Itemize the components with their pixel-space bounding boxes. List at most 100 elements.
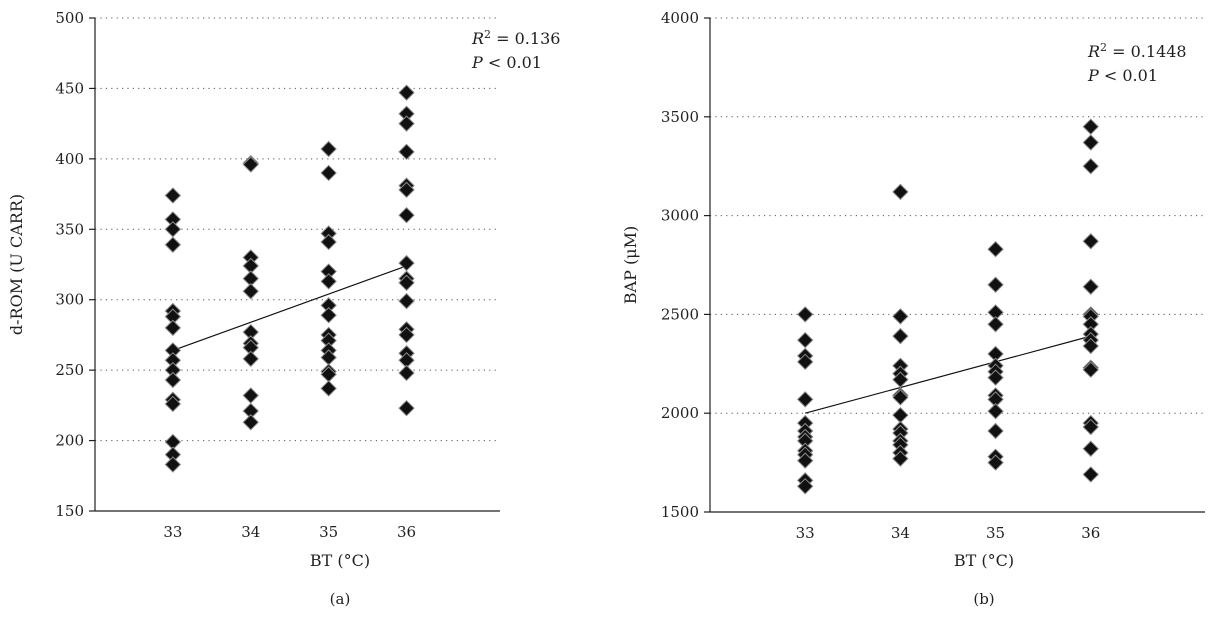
data-point [1082, 233, 1099, 250]
data-point [164, 221, 182, 238]
data-point [987, 240, 1004, 258]
data-point [320, 307, 337, 324]
data-point [987, 403, 1004, 420]
data-point [796, 353, 814, 371]
data-point [242, 156, 259, 173]
data-point [398, 364, 415, 382]
data-point [398, 181, 415, 199]
y-axis-title: d-ROM (U CARR) [7, 194, 26, 335]
y-tick-label: 2000 [661, 404, 699, 422]
data-point [1082, 418, 1099, 436]
x-axis-title: BT (°C) [310, 551, 370, 570]
data-point [892, 389, 909, 406]
data-point [1082, 157, 1099, 175]
x-tick-label: 35 [319, 523, 338, 541]
y-tick-label: 250 [55, 361, 84, 379]
r-squared-exponent: 2 [1100, 41, 1107, 54]
chart-panel-b: 1500 2000 2500 3000 3500 4000 33 34 35 36 BT (°C)… [621, 9, 1205, 608]
data-point [796, 331, 814, 349]
r-squared-annotation: R2 = 0.1448 [1087, 41, 1187, 62]
data-point [398, 115, 415, 132]
y-tick-label: 350 [55, 220, 84, 238]
data-point [398, 206, 415, 224]
y-tick-label: 3500 [661, 108, 699, 126]
r-squared-value: = 0.136 [491, 29, 560, 48]
x-tick-label: 33 [796, 524, 815, 542]
x-tick-label: 35 [986, 524, 1005, 542]
data-point [987, 316, 1004, 333]
data-point [1082, 118, 1099, 135]
data-point [320, 233, 337, 251]
y-tick-label: 200 [55, 432, 84, 450]
data-point [320, 273, 337, 290]
r-symbol: R [471, 29, 484, 48]
data-point [1082, 466, 1099, 483]
data-point [164, 371, 182, 389]
data-point [1082, 361, 1099, 378]
data-point [320, 140, 337, 158]
y-tick-label: 1500 [661, 503, 699, 521]
data-point [987, 454, 1004, 471]
p-symbol: P [1087, 66, 1099, 85]
data-point [398, 84, 415, 101]
panel-label: (a) [330, 590, 351, 608]
data-point [892, 371, 909, 388]
grid-lines [95, 17, 500, 442]
y-tick-label: 3000 [661, 207, 699, 225]
r-symbol: R [1087, 42, 1100, 61]
x-tick-label: 36 [1081, 524, 1100, 542]
data-point [796, 452, 814, 469]
data-point [398, 143, 415, 161]
y-tick-label: 2500 [661, 305, 699, 323]
data-point [164, 236, 182, 253]
data-point [398, 326, 415, 344]
data-point [796, 478, 814, 495]
data-point [987, 276, 1004, 293]
p-symbol: P [471, 53, 483, 72]
data-point [164, 319, 182, 337]
data-point [164, 456, 182, 473]
data-point [164, 395, 182, 413]
data-point [242, 387, 259, 404]
panel-label: (b) [973, 590, 994, 608]
data-point [398, 292, 415, 310]
data-point [892, 183, 909, 201]
y-tick-label: 450 [55, 79, 84, 97]
data-point [1082, 278, 1099, 295]
r-squared-annotation: R2 = 0.136 [471, 28, 560, 49]
axes [704, 17, 1205, 513]
data-point [1082, 134, 1099, 151]
data-point [320, 164, 337, 182]
data-point [1082, 337, 1099, 355]
y-axis-title: BAP (μM) [621, 226, 640, 304]
tick-labels: 1500 2000 2500 3000 3500 4000 33 34 35 36 [661, 9, 1101, 542]
data-point [892, 406, 909, 424]
p-value: < 0.01 [1099, 66, 1158, 85]
data-point [398, 274, 415, 292]
data-point [987, 369, 1004, 386]
y-tick-label: 300 [55, 291, 84, 309]
trend-line [805, 335, 1091, 414]
y-tick-label: 500 [55, 9, 84, 27]
chart-panel-a: 150 200 250 300 350 400 450 500 33 34 35 36 BT (°C)… [7, 9, 560, 608]
data-point [242, 414, 259, 431]
r-squared-exponent: 2 [484, 28, 491, 41]
data-point [242, 283, 259, 300]
r-squared-value: = 0.1448 [1107, 42, 1187, 61]
data-points [164, 84, 415, 473]
x-axis-title: BT (°C) [954, 551, 1014, 570]
data-points [796, 118, 1099, 495]
trend-line [172, 265, 407, 351]
p-value: < 0.01 [483, 53, 542, 72]
x-tick-label: 36 [397, 523, 416, 541]
data-point [892, 308, 909, 325]
data-point [892, 450, 909, 467]
data-point [987, 422, 1004, 440]
y-tick-label: 4000 [661, 9, 699, 27]
data-point [796, 306, 814, 323]
tick-labels: 150 200 250 300 350 400 450 500 33 34 35 36 [55, 9, 416, 541]
data-point [320, 380, 337, 397]
data-point [796, 391, 814, 408]
data-point [164, 187, 182, 204]
